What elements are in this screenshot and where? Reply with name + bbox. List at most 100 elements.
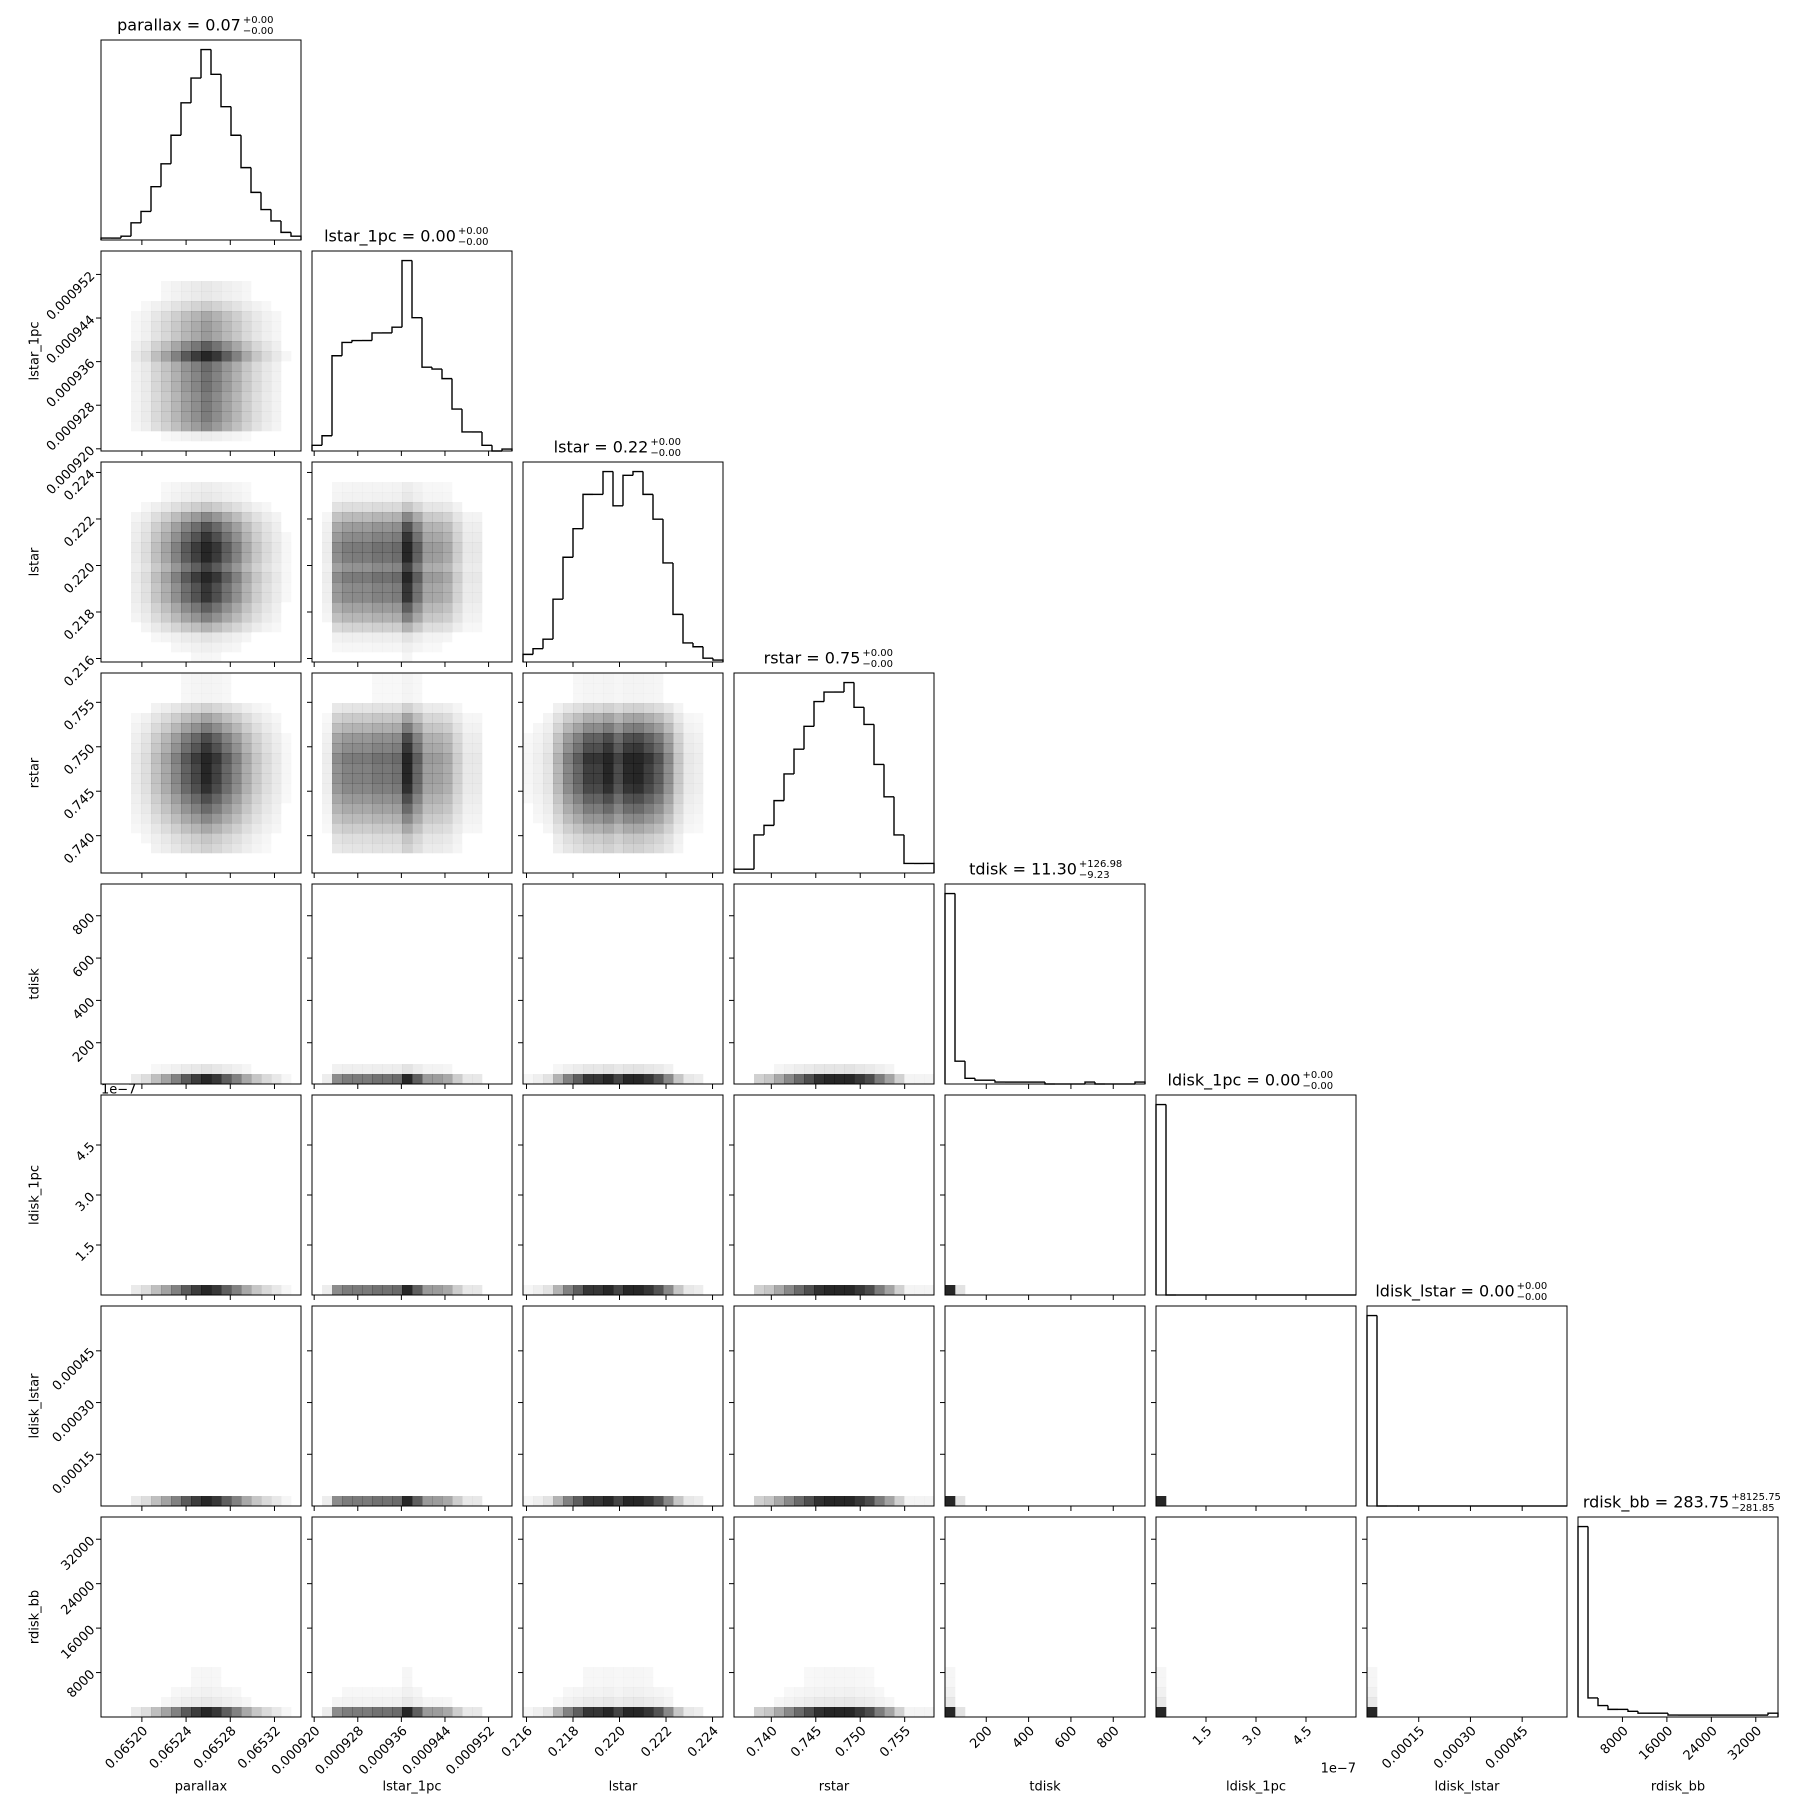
density-cell <box>181 341 192 352</box>
panel-frame <box>522 1516 724 1718</box>
density-cell <box>362 612 373 623</box>
density-cell <box>201 622 212 633</box>
density-cell <box>161 371 172 382</box>
density-cell <box>131 1707 142 1718</box>
density-cell <box>804 1677 814 1687</box>
y-tick-label: 1.5 <box>73 1240 98 1265</box>
density-cell <box>452 813 463 824</box>
density-cell <box>563 1687 573 1697</box>
density-cell <box>201 351 212 362</box>
density-cell <box>402 492 413 503</box>
density-cell <box>241 532 252 543</box>
density-cell <box>382 1074 393 1085</box>
density-cell <box>693 803 704 814</box>
density-cell <box>181 823 192 834</box>
density-cell <box>593 723 604 734</box>
panel-frame <box>733 1305 935 1507</box>
density-cell <box>372 582 383 593</box>
density-cell <box>211 492 222 503</box>
density-cell <box>402 803 413 814</box>
density-cell <box>472 542 483 553</box>
density-cell <box>171 602 182 613</box>
density-cell <box>241 552 252 563</box>
density-cell <box>523 743 533 753</box>
panel-frame <box>944 1094 1146 1296</box>
density-cell <box>151 381 162 392</box>
density-cell <box>412 622 423 633</box>
density-cell <box>281 532 291 542</box>
density-cell <box>221 1074 232 1085</box>
density-cell <box>241 622 252 633</box>
density-cell <box>794 1697 805 1708</box>
density-cell <box>824 1677 834 1687</box>
panel-frame <box>522 883 724 1085</box>
density-cell <box>633 673 644 684</box>
density-cell <box>261 703 271 713</box>
density-cell <box>583 833 594 844</box>
density-cell <box>352 552 363 563</box>
panel-frame <box>944 1516 1146 1718</box>
density-cell <box>141 813 152 824</box>
density-cell <box>231 1687 241 1697</box>
density-cell <box>241 482 251 492</box>
density-cell <box>653 693 663 703</box>
density-cell <box>261 311 272 322</box>
density-cell <box>774 1074 785 1085</box>
density-cell <box>593 713 604 724</box>
density-cell <box>874 1496 885 1507</box>
density-cell <box>603 1677 613 1687</box>
density-cell <box>884 1707 895 1718</box>
density-cell <box>251 813 262 824</box>
density-cell <box>191 391 202 402</box>
density-cell <box>643 1667 653 1677</box>
density-cell <box>211 321 222 332</box>
density-cell <box>633 813 644 824</box>
panel-frame <box>100 1516 302 1718</box>
density-cell <box>372 693 382 703</box>
density-cell <box>181 813 192 824</box>
density-cell <box>171 1074 182 1085</box>
density-cell <box>693 713 703 723</box>
density-cell <box>432 1064 443 1075</box>
density-cell <box>171 361 182 372</box>
density-cell <box>422 783 433 794</box>
density-cell <box>553 733 564 744</box>
density-cell <box>191 763 202 774</box>
density-cell <box>462 562 473 573</box>
density-cell <box>342 492 353 503</box>
density-cell <box>955 1707 966 1718</box>
density-cell <box>623 773 634 784</box>
density-cell <box>633 723 644 734</box>
density-cell <box>201 713 212 724</box>
density-cell <box>221 632 232 643</box>
density-cell <box>392 622 403 633</box>
density-cell <box>1156 1677 1166 1687</box>
density-cell <box>563 843 574 854</box>
density-cell <box>181 492 192 503</box>
density-cell <box>553 1707 564 1718</box>
density-cell <box>533 783 544 794</box>
density-cell <box>432 532 443 543</box>
density-cell <box>221 542 232 553</box>
histogram-bin <box>1607 1705 1618 1711</box>
density-cell <box>683 753 694 764</box>
density-cell <box>452 1707 463 1718</box>
density-cell <box>613 1064 624 1075</box>
density-cell <box>623 763 634 774</box>
density-cell <box>151 632 161 642</box>
density-cell <box>322 612 333 623</box>
density-cell <box>573 753 584 764</box>
title-plus: +0.00 <box>862 648 893 659</box>
density-cell <box>884 1697 894 1707</box>
density-cell <box>422 1285 433 1296</box>
density-cell <box>191 502 202 513</box>
panel-frame <box>733 1516 935 1718</box>
density-cell <box>181 552 192 563</box>
panel-frame <box>311 250 513 452</box>
density-cell <box>352 823 363 834</box>
density-cell <box>352 783 363 794</box>
density-cell <box>784 1064 795 1075</box>
density-cell <box>643 693 654 704</box>
density-cell <box>633 773 644 784</box>
density-cell <box>663 1707 674 1718</box>
